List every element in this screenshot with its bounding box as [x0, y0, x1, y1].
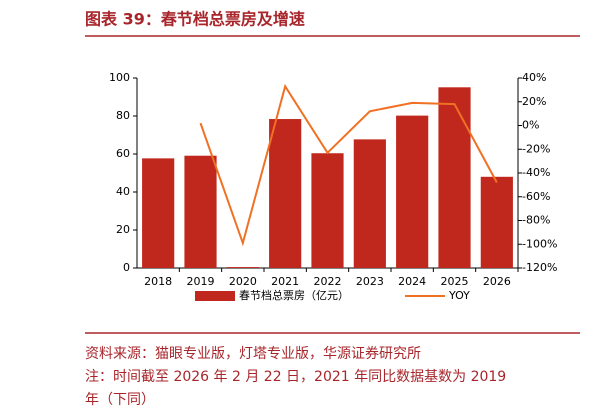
x-tick-label: 2020	[229, 275, 257, 288]
y2-tick-label: -120%	[522, 261, 557, 274]
x-tick-label: 2024	[398, 275, 426, 288]
bar	[269, 119, 302, 268]
y-tick-label: 80	[116, 109, 130, 122]
y2-tick-label: -40%	[522, 166, 550, 179]
x-tick-label: 2023	[356, 275, 384, 288]
x-tick-label: 2026	[483, 275, 511, 288]
bar	[438, 87, 471, 268]
bar	[353, 139, 386, 268]
x-tick-label: 2019	[187, 275, 215, 288]
y2-tick-label: -80%	[522, 214, 550, 227]
bar	[396, 115, 429, 269]
bar	[480, 176, 513, 268]
y-tick-label: 0	[123, 261, 130, 274]
y-tick-label: 100	[109, 71, 130, 84]
bar	[226, 267, 259, 268]
y2-tick-label: 0%	[522, 119, 539, 132]
legend-label: YOY	[448, 289, 470, 302]
y2-tick-label: 40%	[522, 71, 546, 84]
x-tick-label: 2022	[314, 275, 342, 288]
x-tick-label: 2018	[144, 275, 172, 288]
note: 注：时间截至 2026 年 2 月 22 日，2021 年同比数据基数为 201…	[85, 368, 506, 385]
note: 年（下同）	[85, 392, 155, 408]
y-tick-label: 40	[116, 185, 130, 198]
y2-tick-label: -100%	[522, 237, 557, 250]
bar	[142, 158, 175, 268]
legend-label: 春节档总票房（亿元）	[239, 288, 349, 302]
chart-title: 图表 39：春节档总票房及增速	[85, 10, 305, 29]
x-tick-label: 2021	[271, 275, 299, 288]
bar	[184, 155, 217, 268]
y-tick-label: 20	[116, 223, 130, 236]
x-tick-label: 2025	[441, 275, 469, 288]
y-tick-label: 60	[116, 147, 130, 160]
bar	[311, 153, 344, 268]
y2-tick-label: -20%	[522, 142, 550, 155]
y2-tick-label: 20%	[522, 95, 546, 108]
line	[199, 83, 498, 247]
legend-swatch	[195, 291, 235, 301]
y2-tick-label: -60%	[522, 190, 550, 203]
source: 资料来源：猫眼专业版，灯塔专业版，华源证券研究所	[85, 346, 421, 362]
